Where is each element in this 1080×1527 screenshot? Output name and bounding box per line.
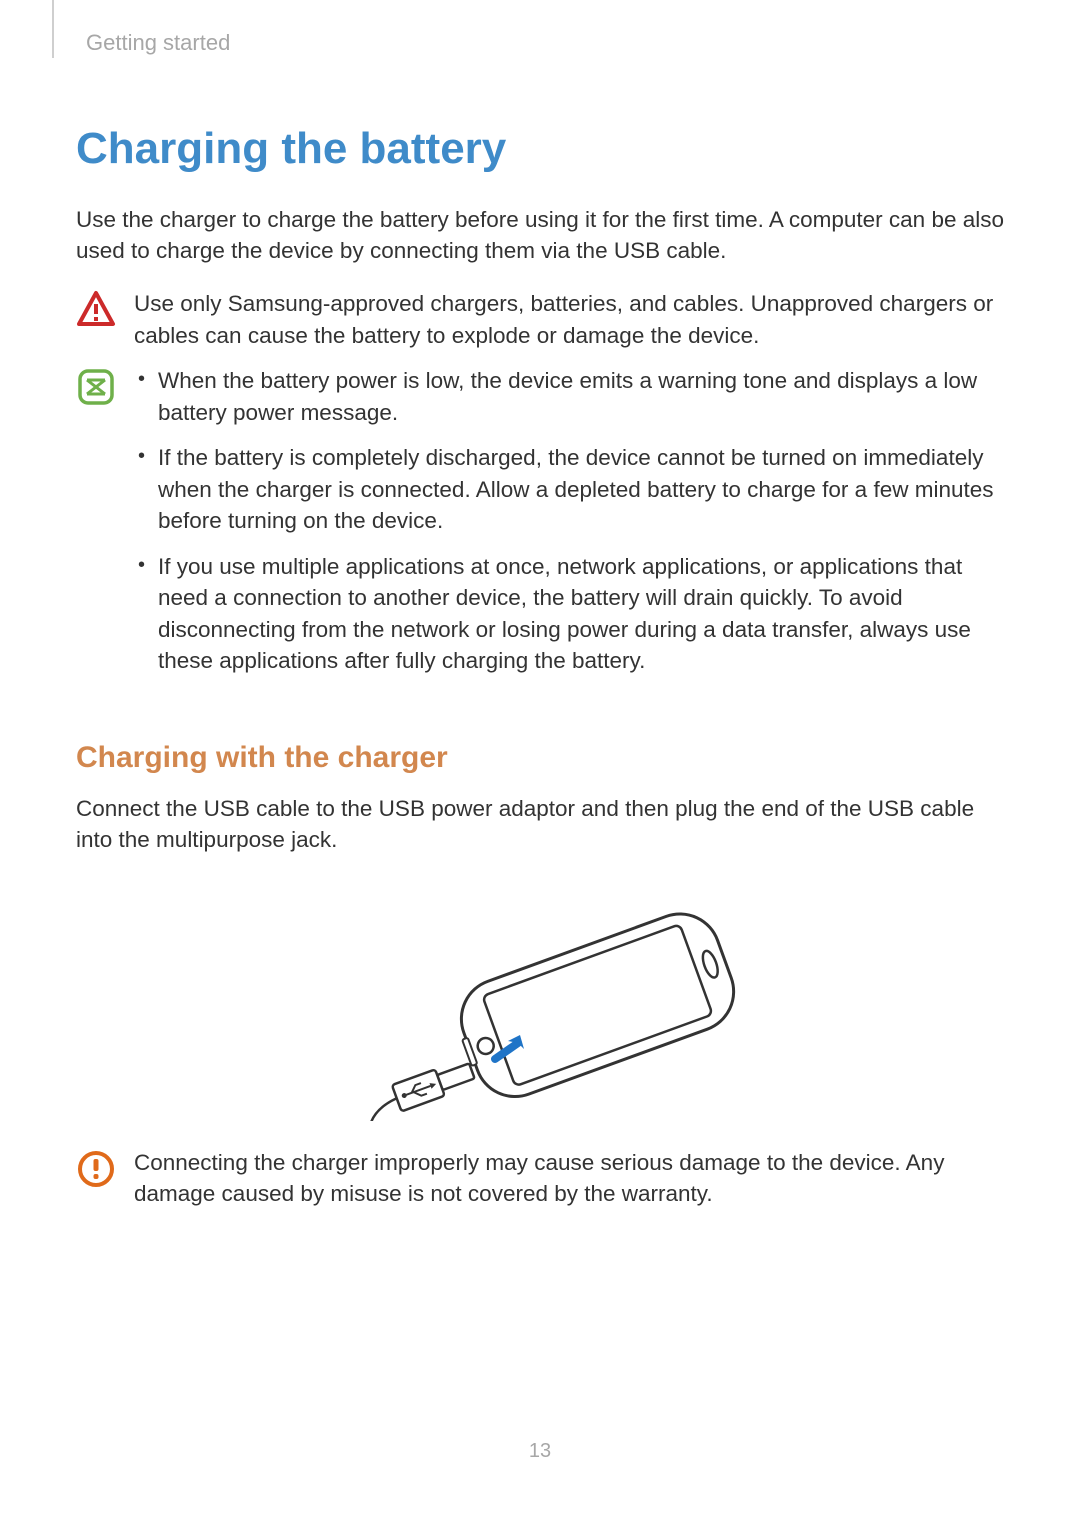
note-list: When the battery power is low, the devic… [134, 365, 1004, 677]
caution-icon [76, 1149, 116, 1194]
page-title: Charging the battery [76, 124, 1004, 174]
subintro-paragraph: Connect the USB cable to the USB power a… [76, 793, 1004, 855]
warning-text: Use only Samsung-approved chargers, batt… [134, 288, 1004, 351]
note-block: When the battery power is low, the devic… [76, 365, 1004, 691]
warning-block: Use only Samsung-approved chargers, batt… [76, 288, 1004, 351]
list-item: When the battery power is low, the devic… [134, 365, 1004, 428]
note-icon [76, 367, 116, 412]
caution-text: Connecting the charger improperly may ca… [134, 1147, 1004, 1210]
list-item: If you use multiple applications at once… [134, 551, 1004, 677]
page-content: Getting started Charging the battery Use… [0, 0, 1080, 1210]
intro-paragraph: Use the charger to charge the battery be… [76, 204, 1004, 266]
page-number: 13 [0, 1440, 1080, 1463]
header-rule [52, 0, 54, 58]
caution-block: Connecting the charger improperly may ca… [76, 1147, 1004, 1210]
section-label: Getting started [86, 30, 1004, 56]
charging-illustration [76, 881, 1004, 1121]
warning-icon [76, 290, 116, 335]
note-body: When the battery power is low, the devic… [134, 365, 1004, 691]
subheading: Charging with the charger [76, 741, 1004, 775]
list-item: If the battery is completely discharged,… [134, 442, 1004, 537]
